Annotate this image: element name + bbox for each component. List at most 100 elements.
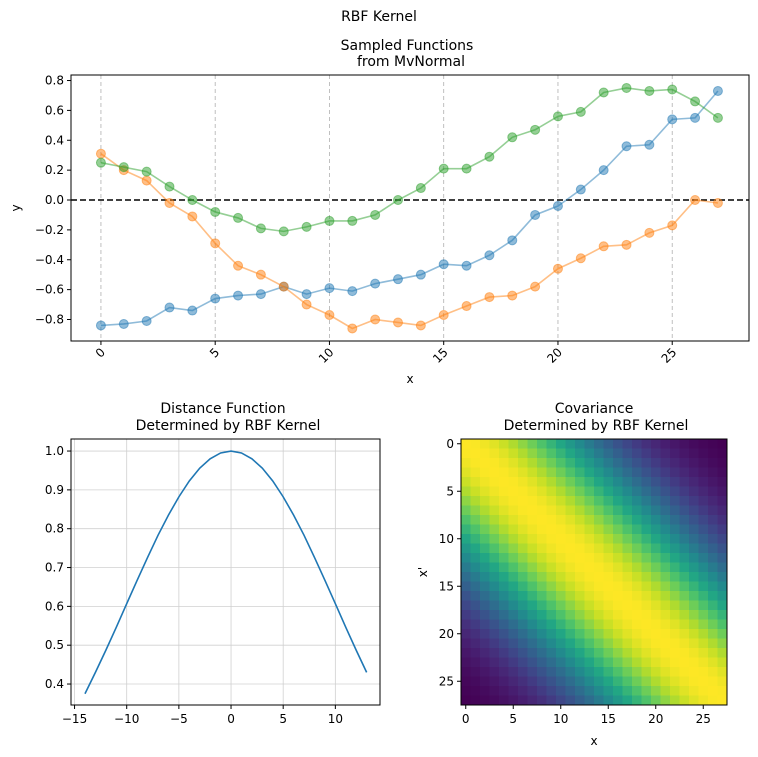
heatmap-cell: [622, 458, 633, 468]
heatmap-cell: [527, 695, 538, 706]
plot2-frame: [70, 438, 381, 706]
heatmap-cell: [689, 553, 699, 563]
heatmap-cell: [660, 534, 671, 544]
heatmap-cell: [651, 448, 661, 459]
heatmap-cell: [565, 458, 576, 468]
heatmap-cell: [689, 629, 699, 639]
data-point-sample-1: [187, 305, 198, 316]
heatmap-cell: [670, 581, 680, 592]
heatmap-cell: [717, 534, 728, 544]
heatmap-cell: [527, 648, 538, 658]
heatmap-cell: [708, 581, 718, 592]
heatmap-cell: [489, 467, 500, 478]
heatmap-cell: [717, 572, 728, 582]
heatmap-cell: [546, 505, 557, 516]
heatmap-cell: [622, 496, 633, 506]
data-point-sample-3: [712, 112, 723, 123]
data-point-sample-2: [598, 241, 609, 252]
heatmap-cell: [670, 629, 680, 639]
heatmap-cell: [717, 448, 728, 459]
heatmap-cell: [508, 695, 519, 706]
heatmap-cell: [594, 496, 604, 506]
heatmap-cell: [499, 600, 509, 611]
heatmap-cell: [660, 477, 671, 487]
heatmap-cell: [689, 515, 699, 525]
heatmap-cell: [527, 667, 538, 677]
heatmap-cell: [565, 667, 576, 677]
heatmap-cell: [480, 496, 490, 506]
plot1-frame: [70, 74, 750, 342]
data-point-sample-3: [415, 183, 426, 194]
heatmap-cell: [603, 486, 614, 497]
heatmap-cell: [613, 657, 623, 668]
heatmap-cell: [679, 591, 690, 601]
heatmap-cell: [565, 524, 576, 535]
heatmap-cell: [670, 591, 680, 601]
heatmap-cell: [679, 439, 690, 449]
data-point-sample-1: [95, 320, 106, 331]
heatmap-cell: [575, 553, 585, 563]
heatmap-cell: [660, 562, 671, 573]
heatmap-cell: [641, 619, 652, 630]
heatmap-cell: [584, 439, 595, 449]
heatmap-cell: [594, 458, 604, 468]
data-point-sample-1: [438, 259, 449, 270]
heatmap-cell: [575, 648, 585, 658]
plot1-xlabel: x: [406, 372, 413, 386]
heatmap-cell: [717, 610, 728, 620]
heatmap-cell: [594, 467, 604, 478]
heatmap-cell: [632, 562, 642, 573]
heatmap-cell: [622, 629, 633, 639]
heatmap-cell: [518, 505, 528, 516]
heatmap-cell: [575, 486, 585, 497]
heatmap-cell: [480, 686, 490, 696]
heatmap-cell: [518, 581, 528, 592]
heatmap-cell: [537, 629, 547, 639]
heatmap-cell: [632, 638, 642, 649]
heatmap-cell: [622, 486, 633, 497]
heatmap-cell: [651, 695, 661, 706]
heatmap-cell: [470, 657, 481, 668]
heatmap-cell: [660, 629, 671, 639]
heatmap-cell: [527, 638, 538, 649]
heatmap-cell: [499, 553, 509, 563]
heatmap-cell: [717, 486, 728, 497]
data-point-sample-3: [484, 151, 495, 162]
heatmap-cell: [594, 439, 604, 449]
heatmap-cell: [670, 610, 680, 620]
heatmap-cell: [527, 657, 538, 668]
heatmap-cell: [717, 515, 728, 525]
heatmap-cell: [622, 610, 633, 620]
heatmap-cell: [594, 676, 604, 687]
plot2-series: [84, 450, 368, 695]
heatmap-cell: [480, 695, 490, 706]
heatmap-cell: [670, 515, 680, 525]
heatmap-cell: [603, 524, 614, 535]
heatmap-cell: [641, 562, 652, 573]
plot2-y-tick-label: 0.9: [45, 483, 64, 497]
heatmap-cell: [461, 676, 471, 687]
heatmap-cell: [689, 572, 699, 582]
heatmap-cell: [518, 534, 528, 544]
heatmap-cell: [518, 638, 528, 649]
heatmap-cell: [461, 496, 471, 506]
heatmap-cell: [689, 534, 699, 544]
heatmap-cell: [613, 448, 623, 459]
heatmap-cell: [556, 581, 566, 592]
heatmap-cell: [632, 477, 642, 487]
heatmap-cell: [556, 610, 566, 620]
heatmap-cell: [499, 543, 509, 554]
data-point-sample-2: [324, 310, 335, 321]
heatmap-cell: [537, 562, 547, 573]
heatmap-cell: [594, 562, 604, 573]
heatmap-cell: [584, 667, 595, 677]
plot3-x-tick-label: 20: [648, 712, 663, 726]
heatmap-cell: [698, 439, 709, 449]
plot1-y-tick-label: 0.4: [45, 133, 64, 147]
heatmap-cell: [708, 458, 718, 468]
heatmap-cell: [556, 657, 566, 668]
plot1-y-tick-label: 0.0: [45, 193, 64, 207]
heatmap-cell: [603, 458, 614, 468]
heatmap-cell: [717, 439, 728, 449]
heatmap-cell: [708, 591, 718, 601]
